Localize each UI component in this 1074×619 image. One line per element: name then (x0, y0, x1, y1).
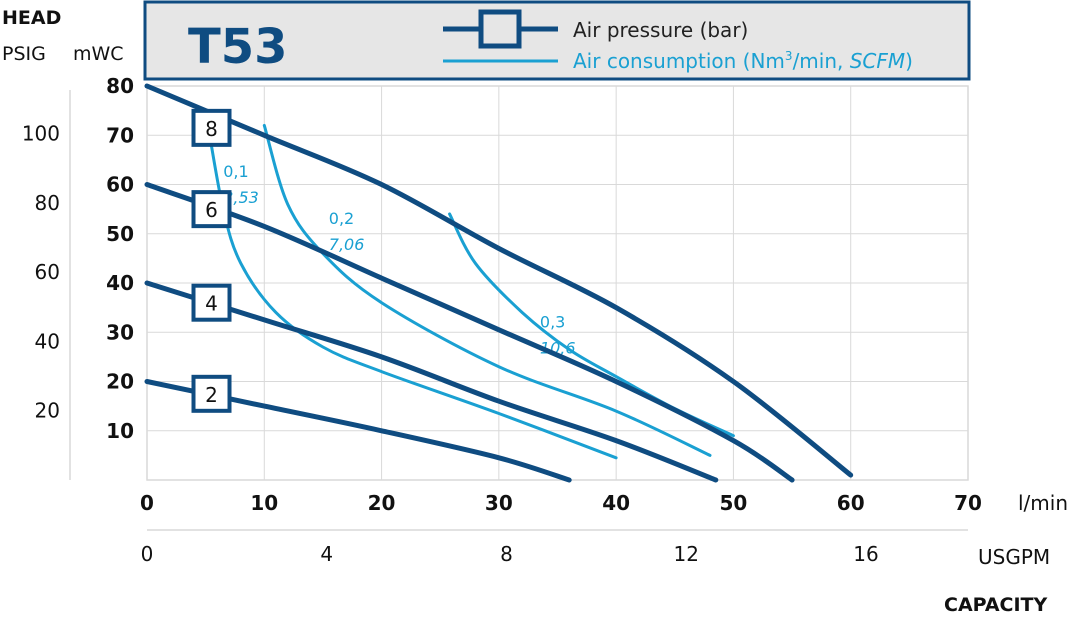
usgpm-tick-label: 4 (320, 542, 333, 566)
chart-title: T53 (188, 19, 288, 75)
usgpm-tick-label: 16 (853, 542, 878, 566)
pressure-marker-box (191, 108, 232, 147)
mwc-tick-label: 40 (106, 271, 134, 295)
pressure-curve (144, 83, 854, 478)
consumption-curve (262, 123, 712, 457)
mwc-tick-label: 70 (106, 123, 134, 147)
head-label: HEAD (2, 7, 61, 29)
legend: Air pressure (bar) Air consumption (Nm3/… (443, 9, 913, 73)
consumption-scfm-label: 7,06 (329, 235, 365, 254)
pressure-curve (144, 182, 795, 483)
pressure-marker-box (191, 374, 232, 413)
psig-label: PSIG (2, 43, 46, 65)
lpm-tick-label: 70 (954, 491, 982, 515)
psig-tick-label: 20 (35, 399, 60, 423)
psig-tick-label: 100 (22, 122, 60, 146)
mwc-tick-label: 10 (106, 419, 134, 443)
consumption-label: 0,2 (329, 209, 354, 228)
usgpm-tick-label: 12 (674, 542, 699, 566)
mwc-label: mWC (73, 43, 124, 65)
consumption-scfm-label: 3,53 (223, 188, 259, 207)
legend-consumption-label: Air consumption (Nm3/min, SCFM) (573, 49, 913, 73)
lpm-tick-label: 10 (250, 491, 278, 515)
mwc-tick-label: 50 (106, 222, 134, 246)
mwc-tick-label: 20 (106, 370, 134, 394)
pressure-marker-label: 6 (205, 198, 218, 222)
pressure-curve (144, 280, 719, 483)
legend-pressure-marker (478, 9, 522, 49)
psig-tick-label: 60 (35, 260, 60, 284)
usgpm-tick-label: 8 (500, 542, 513, 566)
lpm-tick-label: 40 (602, 491, 630, 515)
pressure-marker-box (191, 190, 232, 229)
x-unit-label: l/min (1018, 491, 1068, 515)
lpm-tick-label: 0 (140, 491, 154, 515)
consumption-label: 0,3 (540, 312, 565, 331)
lpm-tick-label: 60 (837, 491, 865, 515)
legend-pressure-label: Air pressure (bar) (573, 18, 748, 42)
x-axis-title: CAPACITY (944, 594, 1048, 616)
pressure-marker-label: 2 (205, 383, 218, 407)
pressure-marker-box (191, 283, 232, 322)
axes (69, 90, 968, 531)
header-box (143, 0, 971, 81)
mwc-tick-label: 60 (106, 173, 134, 197)
mwc-tick-label: 80 (106, 74, 134, 98)
lpm-tick-label: 30 (485, 491, 513, 515)
consumption-label: 0,1 (223, 162, 248, 181)
mwc-tick-label: 30 (106, 320, 134, 344)
pressure-curves: 8 6 4 2 (144, 83, 854, 483)
psig-tick-label: 40 (35, 329, 60, 353)
lpm-tick-label: 50 (720, 491, 748, 515)
x2-unit-label: USGPM (978, 545, 1050, 569)
psig-tick-label: 80 (35, 191, 60, 215)
lpm-tick-label: 20 (368, 491, 396, 515)
consumption-curves: 0,13,530,27,060,310,6 (206, 123, 735, 460)
usgpm-tick-label: 0 (141, 542, 154, 566)
pressure-marker-label: 8 (205, 117, 218, 141)
pressure-marker-label: 4 (205, 292, 218, 316)
